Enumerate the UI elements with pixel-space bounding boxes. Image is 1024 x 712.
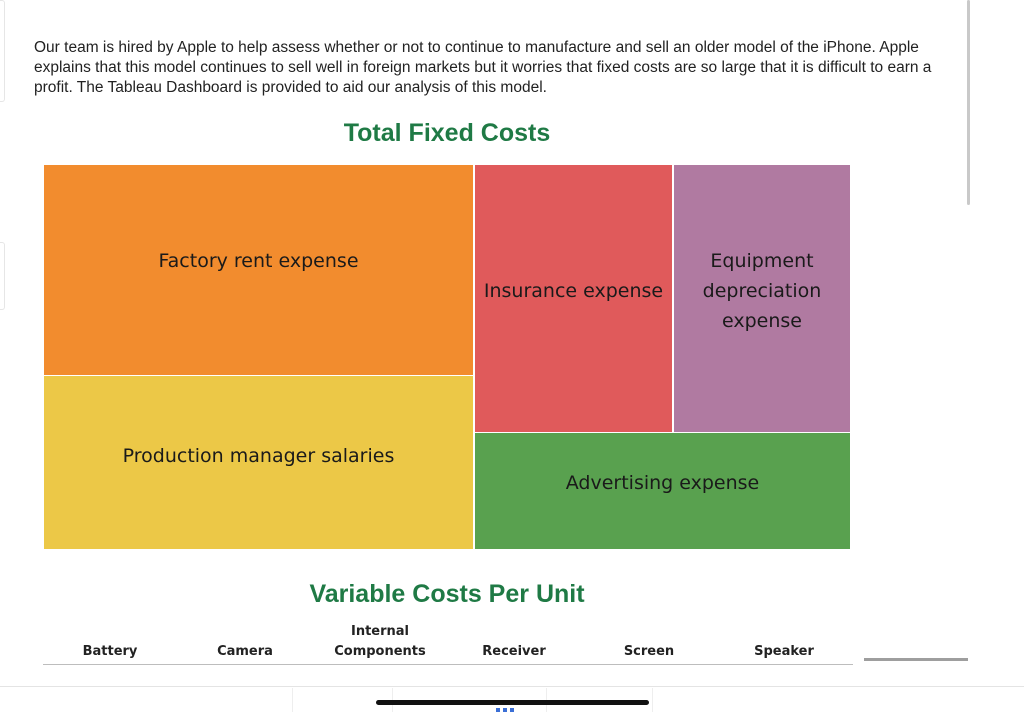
horizontal-scroll-indicator[interactable] xyxy=(864,658,968,661)
divider xyxy=(292,688,293,712)
scrollbar[interactable] xyxy=(967,0,970,205)
tile-label: Insurance expense xyxy=(483,279,664,302)
tile-production-salaries[interactable]: Production manager salaries xyxy=(43,375,474,550)
intro-paragraph: Our team is hired by Apple to help asses… xyxy=(34,38,932,96)
tile-insurance[interactable]: Insurance expense xyxy=(474,164,673,433)
fixed-costs-treemap: Factory rent expense Production manager … xyxy=(43,164,851,550)
column-header-internal-components[interactable]: Internal Components xyxy=(334,624,426,659)
tile-equipment-depreciation[interactable]: Equipment depreciation expense xyxy=(673,164,851,433)
tile-label: Equipment depreciation expense xyxy=(702,249,822,332)
variable-costs-table: Battery Camera Internal Components Recei… xyxy=(43,620,853,665)
left-panel-edge xyxy=(0,242,5,310)
tile-label: Factory rent expense xyxy=(158,250,359,272)
tile-factory-rent[interactable]: Factory rent expense xyxy=(43,164,474,376)
column-header-battery[interactable]: Battery xyxy=(82,644,138,659)
tile-label: Advertising expense xyxy=(565,472,760,494)
column-header-receiver[interactable]: Receiver xyxy=(482,644,546,659)
variable-costs-title: Variable Costs Per Unit xyxy=(309,580,585,608)
bottom-divider xyxy=(0,686,1024,687)
column-header-speaker[interactable]: Speaker xyxy=(754,644,814,659)
home-indicator[interactable] xyxy=(376,700,649,705)
column-header-screen[interactable]: Screen xyxy=(623,644,675,659)
page-dots-icon xyxy=(496,708,514,712)
tile-advertising[interactable]: Advertising expense xyxy=(474,432,851,550)
fixed-costs-title: Total Fixed Costs xyxy=(343,119,551,147)
left-panel-edge xyxy=(0,0,5,102)
divider xyxy=(652,688,653,712)
tile-label: Production manager salaries xyxy=(122,444,395,467)
column-header-camera[interactable]: Camera xyxy=(217,644,273,659)
